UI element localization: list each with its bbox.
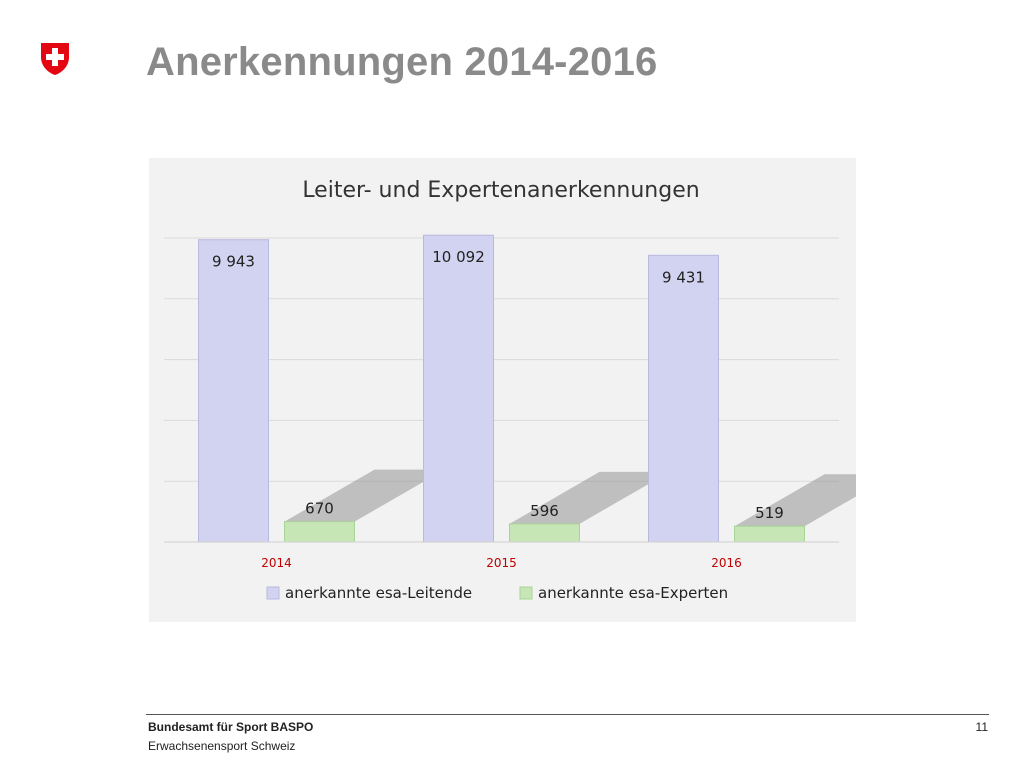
footer-organization: Bundesamt für Sport BASPO xyxy=(148,720,314,734)
data-label: 10 092 xyxy=(432,248,485,266)
bar-anerkannte esa-Leitende xyxy=(648,254,719,543)
legend-swatch xyxy=(519,586,533,600)
category-label: 2015 xyxy=(486,556,517,570)
bar-anerkannte esa-Leitende xyxy=(423,234,494,543)
bar-shadow xyxy=(284,469,445,522)
data-label: 596 xyxy=(530,502,559,520)
data-label: 9 431 xyxy=(662,268,705,286)
bar-anerkannte esa-Experten xyxy=(509,523,580,543)
bar-shadow xyxy=(509,471,670,524)
legend-label: anerkannte esa-Leitende xyxy=(285,584,472,602)
legend-swatch xyxy=(266,586,280,600)
footer-subtitle: Erwachsenensport Schweiz xyxy=(148,739,296,753)
chart-title: Leiter- und Expertenanerkennungen xyxy=(302,178,699,203)
swiss-coat-of-arms-logo xyxy=(41,43,69,75)
page-number: 11 xyxy=(975,720,988,734)
data-label: 519 xyxy=(755,504,784,522)
data-label: 670 xyxy=(305,500,334,518)
category-label: 2016 xyxy=(711,556,742,570)
data-label: 9 943 xyxy=(212,253,255,271)
category-label: 2014 xyxy=(261,556,292,570)
bar-chart: Leiter- und Expertenanerkennungen 9 943 6… xyxy=(164,178,856,602)
bar-anerkannte esa-Experten xyxy=(734,525,805,543)
bar-anerkannte esa-Experten xyxy=(284,521,355,543)
bar-shadow xyxy=(734,474,856,527)
slide-title: Anerkennungen 2014-2016 xyxy=(146,40,658,84)
footer-divider xyxy=(146,714,989,715)
chart-panel: Leiter- und Expertenanerkennungen 9 943 6… xyxy=(149,158,856,622)
bar-anerkannte esa-Leitende xyxy=(198,239,269,543)
legend-label: anerkannte esa-Experten xyxy=(538,584,728,602)
